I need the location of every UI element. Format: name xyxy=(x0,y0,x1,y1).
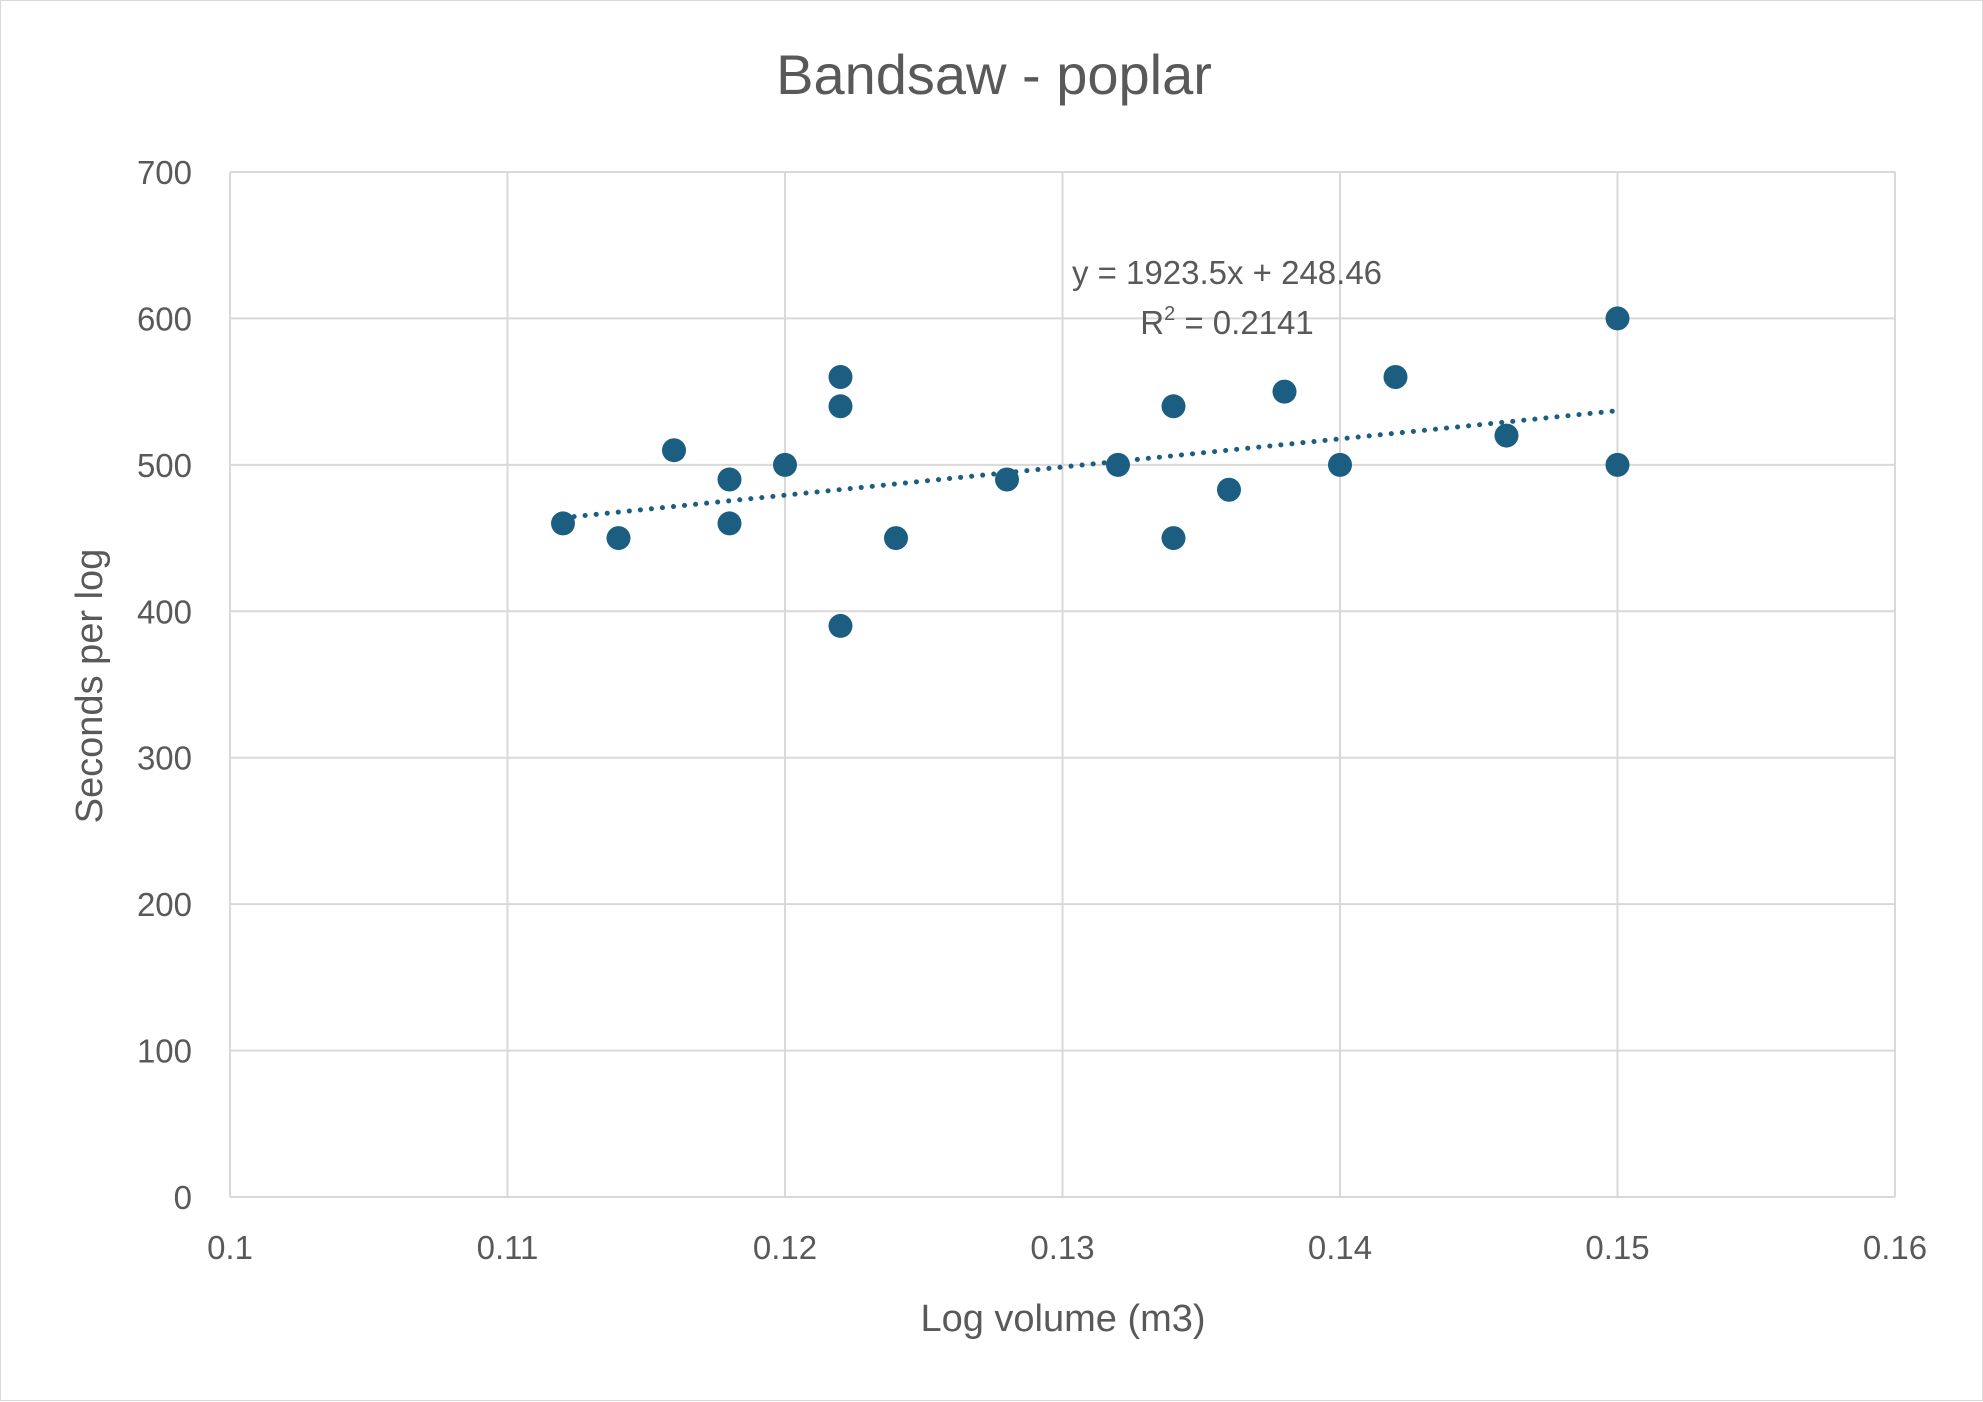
y-tick-label: 600 xyxy=(137,300,192,337)
data-point xyxy=(995,467,1019,492)
trendline xyxy=(560,408,1620,521)
chart-title: Bandsaw - poplar xyxy=(776,43,1212,106)
trendline-group xyxy=(560,408,1620,521)
r2-prefix: R xyxy=(1140,304,1164,341)
data-point xyxy=(1272,379,1297,404)
data-point xyxy=(828,365,853,389)
grid-lines xyxy=(229,171,1896,1198)
data-point xyxy=(1605,306,1630,331)
r2-exponent: 2 xyxy=(1164,303,1175,325)
data-point xyxy=(1161,394,1186,419)
y-tick-label: 700 xyxy=(137,154,192,191)
data-point xyxy=(828,613,853,638)
trendline-equation: y = 1923.5x + 248.46 xyxy=(1072,254,1382,291)
x-tick-label: 0.1 xyxy=(207,1229,253,1266)
data-point xyxy=(884,526,908,551)
y-tick-label: 300 xyxy=(137,740,192,777)
data-point xyxy=(1161,526,1186,551)
data-point xyxy=(1328,452,1352,477)
data-points xyxy=(551,306,1630,638)
x-axis-title: Log volume (m3) xyxy=(920,1298,1205,1340)
trendline-r-squared: R2 = 0.2141 xyxy=(1140,303,1314,341)
y-tick-label: 100 xyxy=(137,1033,192,1070)
x-tick-label: 0.11 xyxy=(477,1229,539,1266)
x-tick-label: 0.16 xyxy=(1863,1229,1927,1266)
x-tick-label: 0.13 xyxy=(1030,1229,1094,1266)
r2-suffix: = 0.2141 xyxy=(1175,304,1314,341)
y-tick-label: 200 xyxy=(137,886,192,923)
data-point xyxy=(1106,452,1130,477)
y-axis-title: Seconds per log xyxy=(69,549,111,824)
x-tick-label: 0.15 xyxy=(1585,1229,1649,1266)
tick-labels: 0 100 200 300 400 500 600 700 0.1 0.11 0.12 0.13 0.1… xyxy=(137,154,1927,1266)
data-point xyxy=(1383,365,1408,389)
x-tick-label: 0.12 xyxy=(753,1229,817,1266)
y-tick-label: 0 xyxy=(174,1179,192,1216)
x-tick-label: 0.14 xyxy=(1308,1229,1372,1266)
data-point xyxy=(828,394,853,419)
y-tick-label: 500 xyxy=(137,447,192,484)
data-point xyxy=(662,438,686,463)
data-point xyxy=(1605,452,1630,477)
data-point xyxy=(717,467,742,492)
y-tick-label: 400 xyxy=(137,593,192,630)
data-point xyxy=(717,511,742,536)
data-point xyxy=(551,511,575,536)
data-point xyxy=(606,526,631,551)
data-point xyxy=(773,452,797,477)
data-point xyxy=(1217,477,1241,502)
data-point xyxy=(1494,423,1519,448)
